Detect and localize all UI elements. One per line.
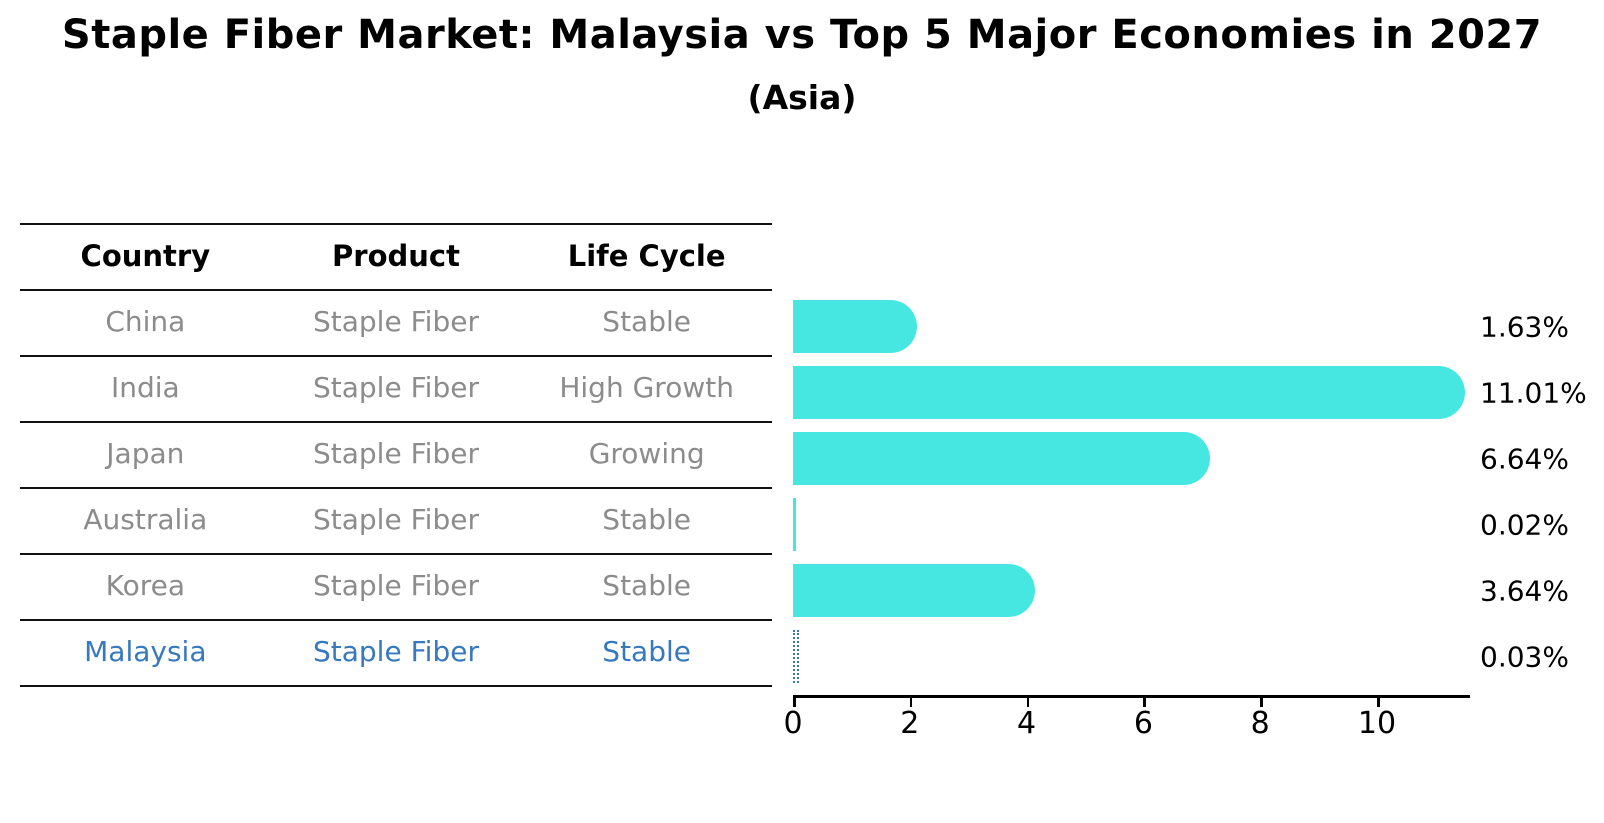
table-cell-country: Australia — [83, 503, 208, 536]
table-row-divider — [20, 487, 772, 489]
x-axis-tick — [1026, 697, 1030, 707]
x-axis-tick — [1143, 697, 1146, 707]
table-cell-life_cycle: Stable — [602, 635, 691, 668]
bar-value-label: 3.64% — [1480, 574, 1569, 607]
table-cell-product: Staple Fiber — [313, 305, 479, 338]
table-cell-country: Japan — [106, 437, 185, 470]
x-axis-tick — [793, 697, 796, 707]
table-cell-life_cycle: Stable — [602, 569, 691, 602]
table-cell-country: India — [110, 371, 180, 404]
bar-value-label: 0.03% — [1480, 640, 1569, 673]
bar-china — [793, 300, 918, 353]
x-axis-tick — [909, 697, 913, 707]
bar-japan — [793, 432, 1210, 485]
table-row-divider — [20, 355, 772, 357]
chart-subtitle: (Asia) — [747, 78, 857, 117]
x-axis-line — [793, 695, 1470, 698]
table-row-divider — [20, 553, 772, 555]
x-axis-tick — [1377, 697, 1380, 707]
x-axis-tick — [1260, 697, 1263, 707]
x-axis-tick-label: 6 — [1133, 706, 1153, 741]
bar-value-label: 0.02% — [1480, 508, 1569, 541]
bar-malaysia — [793, 630, 799, 683]
table-cell-life_cycle: Growing — [588, 437, 705, 470]
table-cell-life_cycle: Stable — [602, 503, 691, 536]
table-cell-product: Staple Fiber — [313, 437, 479, 470]
table-header-country: Country — [80, 239, 211, 273]
bar-value-label: 6.64% — [1480, 442, 1569, 475]
table-cell-country: China — [105, 305, 186, 338]
table-cell-product: Staple Fiber — [313, 635, 479, 668]
x-axis-tick-label: 10 — [1357, 706, 1397, 741]
table-cell-country: Korea — [105, 569, 186, 602]
x-axis-tick-label: 2 — [900, 706, 920, 741]
bar-australia — [793, 498, 796, 551]
table-cell-life_cycle: Stable — [602, 305, 691, 338]
table-cell-product: Staple Fiber — [313, 371, 479, 404]
table-header-life_cycle: Life Cycle — [567, 239, 726, 273]
x-axis-tick-label: 0 — [783, 706, 803, 741]
table-cell-product: Staple Fiber — [313, 503, 479, 536]
table-cell-country: Malaysia — [84, 635, 207, 668]
table-cell-life_cycle: High Growth — [559, 371, 734, 404]
table-row-divider — [20, 619, 772, 621]
bar-india — [793, 366, 1465, 419]
bar-value-label: 1.63% — [1480, 310, 1569, 343]
table-row-divider — [20, 421, 772, 423]
chart-title: Staple Fiber Market: Malaysia vs Top 5 M… — [61, 12, 1543, 58]
table-row-divider — [20, 289, 772, 291]
bar-korea — [793, 564, 1035, 617]
table-cell-product: Staple Fiber — [313, 569, 479, 602]
x-axis-tick-label: 8 — [1250, 706, 1270, 741]
bar-value-label: 11.01% — [1480, 376, 1587, 409]
table-header-product: Product — [332, 239, 460, 273]
table-row-divider — [20, 685, 772, 687]
table-row-divider — [20, 223, 772, 225]
x-axis-tick-label: 4 — [1017, 706, 1037, 741]
